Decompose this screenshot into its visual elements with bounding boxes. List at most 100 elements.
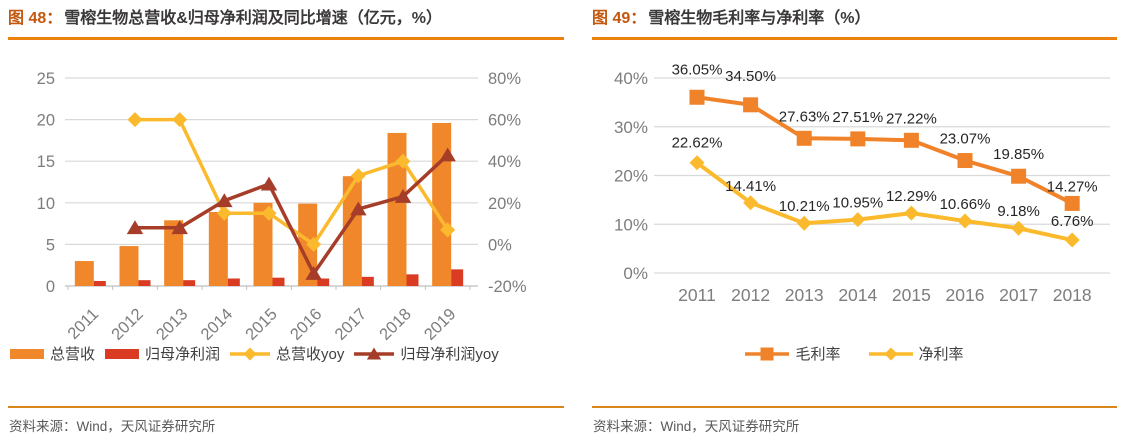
triangle-marker [171,220,188,235]
figure-49-title-row: 图 49： 雪榕生物毛利率与净利率（%） [592,6,1117,32]
svg-text:2017: 2017 [999,285,1038,305]
svg-text:80%: 80% [488,70,521,88]
data-label: 27.51% [832,109,883,126]
legend-item-net-profit: 归母净利润 [105,343,220,364]
data-label: 9.18% [997,203,1040,220]
square-marker [760,347,774,360]
triangle-marker [305,266,322,280]
svg-text:2016: 2016 [287,305,326,341]
revenue-bar-swatch [10,348,44,359]
figure-49-panel: 图 49： 雪榕生物毛利率与净利率（%） 0% 10% 20% 30% 40% 36.05… [592,6,1117,435]
svg-text:30%: 30% [614,118,648,137]
diamond-marker [306,236,322,252]
data-label: 27.63% [779,108,830,125]
svg-text:2011: 2011 [678,285,716,305]
gross-margin-line-swatch [745,347,790,360]
diamond-marker [216,205,232,221]
diamond-marker [957,213,973,229]
net-margin-line: 22.62% 14.41%10.21% 10.95% 12.29% 10.66% 9.18… [672,135,1093,248]
svg-text:2013: 2013 [785,285,824,305]
triangle-marker [216,193,233,208]
svg-text:0: 0 [46,278,55,296]
legend-label-gross-margin: 毛利率 [795,346,841,363]
net-profit-bar [317,278,330,286]
bars [74,122,464,286]
net-profit-bar [272,277,285,286]
gridlines: 0 -20% 5 0% 10 20% 15 40% 20 60% 25 80% [37,70,527,296]
svg-text:20%: 20% [614,167,648,186]
svg-text:40%: 40% [488,153,521,171]
legend-label-revenue: 总营收 [50,346,96,363]
square-marker [743,97,759,113]
revenue-bar [342,176,362,286]
square-marker [796,130,812,146]
diamond-marker [743,195,759,211]
net-profit-bar [451,269,464,286]
gross-margin-line: 36.05% 34.50% 27.63% 27.51% 27.22%23.07%19.8… [672,61,1098,211]
diamond-marker [261,205,277,221]
net-profit-bar [183,280,196,286]
data-label: 12.29% [886,188,937,205]
data-label: 14.27% [1047,178,1098,195]
svg-text:2012: 2012 [731,285,770,305]
svg-text:2016: 2016 [946,285,985,305]
svg-text:5: 5 [46,236,55,254]
revenue-bar [253,202,273,286]
figure-48-source: 资料来源：Wind，天风证券研究所 [9,419,216,434]
revenue-bar [74,261,94,286]
svg-text:-20%: -20% [488,278,527,296]
figure-48-label: 图 48： [8,10,63,27]
diamond-marker [850,212,866,228]
net-profit-bar [406,274,419,286]
square-marker [689,89,705,105]
svg-text:20%: 20% [488,195,521,213]
svg-text:2014: 2014 [838,285,877,305]
triangle-marker [126,220,144,235]
data-label: 10.21% [779,198,830,215]
diamond-marker [243,347,257,360]
svg-text:2018: 2018 [376,305,415,341]
figure-48-title-row: 图 48： 雪榕生物总营收&归母净利润及同比增速（亿元，%） [8,6,564,32]
svg-text:2013: 2013 [153,305,192,341]
net-profit-bar [138,280,151,286]
svg-text:25: 25 [37,70,55,88]
diamond-marker [689,155,705,171]
figure-48-title-rule [8,37,564,40]
figure-48-source-rule [8,406,564,408]
svg-text:2011: 2011 [64,305,102,341]
svg-text:2015: 2015 [242,305,281,341]
svg-text:2015: 2015 [892,285,931,305]
net-profit-yoy-line-swatch [354,347,395,360]
triangle-marker [367,347,382,360]
data-label: 34.50% [725,68,776,85]
legend-label-revenue-yoy: 总营收yoy [276,346,345,363]
diamond-marker [127,112,143,128]
svg-text:20: 20 [37,112,55,130]
legend-label-net-profit: 归母净利润 [145,346,221,363]
data-label: 23.07% [940,131,991,148]
svg-text:0%: 0% [488,236,512,254]
net-profit-bar [227,278,240,286]
revenue-yoy-line-swatch [230,347,271,360]
square-marker [903,132,919,148]
svg-text:2012: 2012 [108,305,147,341]
triangle-marker [350,201,367,216]
triangle-marker [439,147,456,162]
net-margin-line-swatch [868,347,913,360]
data-label: 14.41% [725,178,776,195]
revenue-bar [164,220,184,286]
net-profit-bar-swatch [105,348,140,359]
figure-49-legend: 毛利率 净利率 [592,343,1117,364]
gridlines: 0% 10% 20% 30% 40% [614,69,1110,283]
svg-text:2018: 2018 [1053,285,1092,305]
svg-text:40%: 40% [614,69,648,88]
square-marker [850,131,866,147]
svg-text:60%: 60% [488,112,521,130]
revenue-bar [432,122,452,286]
svg-text:10%: 10% [614,215,648,234]
data-label: 10.95% [832,195,883,212]
square-marker [1011,168,1027,184]
diamond-marker [796,215,812,231]
diamond-marker [395,153,411,169]
data-label: 22.62% [672,135,723,152]
